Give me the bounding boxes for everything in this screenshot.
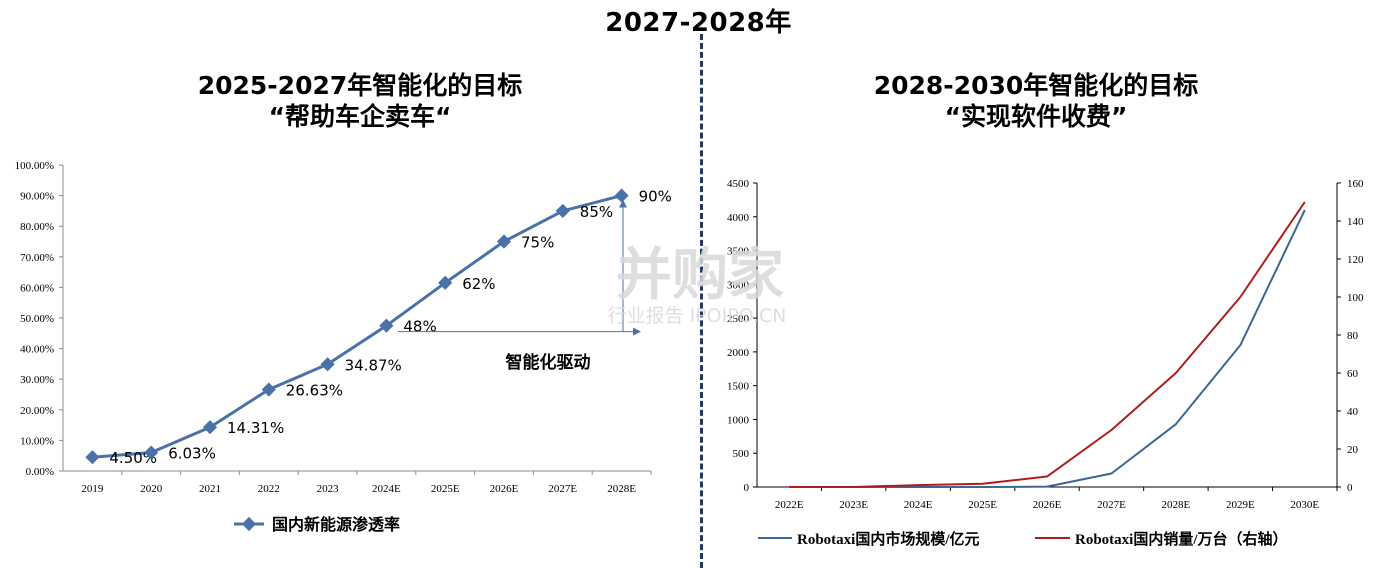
right-left-y-tick-label: 1000 [727,414,750,426]
right-right-y-tick-label: 160 [1347,178,1364,190]
right-left-y-tick-label: 4000 [727,212,750,224]
penetration-point [320,357,335,372]
right-right-y-tick-label: 100 [1347,292,1364,304]
penetration-point [614,188,629,203]
left-y-tick-label: 80.00% [20,221,54,233]
market-size-line [789,209,1306,488]
penetration-data-label: 14.31% [227,419,284,437]
right-left-y-tick-label: 500 [733,448,750,460]
penetration-point [555,203,570,218]
left-x-tick-label: 2027E [548,483,577,495]
left-x-tick-label: 2021 [199,483,221,495]
left-y-tick-label: 10.00% [20,435,54,447]
penetration-data-label: 62% [462,275,495,293]
left-x-tick-label: 2026E [490,483,519,495]
penetration-data-label: 85% [580,203,613,221]
right-right-y-tick-label: 120 [1347,254,1364,266]
watermark-main: 并购家 [616,243,784,308]
right-right-y-tick-label: 20 [1347,444,1359,456]
penetration-point [261,382,276,397]
left-x-tick-label: 2022 [258,483,280,495]
right-left-y-tick-label: 1500 [727,381,750,393]
left-y-tick-label: 70.00% [20,252,54,264]
left-x-tick-label: 2024E [372,483,401,495]
panel-divider [700,34,703,568]
right-legend-label-2: Robotaxi国内销量/万台（右轴） [1075,530,1288,548]
left-y-tick-label: 50.00% [20,313,54,325]
left-x-tick-label: 2025E [431,483,460,495]
left-legend-marker [241,516,257,532]
left-legend-label: 国内新能源渗透率 [272,515,400,534]
penetration-data-label: 75% [521,234,554,252]
sales-volume-line [789,201,1306,488]
left-x-tick-label: 2028E [607,483,636,495]
left-x-tick-label: 2023 [317,483,340,495]
penetration-point [379,318,394,333]
left-y-tick-label: 20.00% [20,405,54,417]
penetration-point [438,275,453,290]
right-x-tick-label: 2029E [1226,499,1255,511]
penetration-point [202,420,218,435]
left-y-tick-label: 60.00% [20,282,54,294]
right-right-y-tick-label: 140 [1347,216,1364,228]
right-x-tick-label: 2026E [1033,499,1062,511]
penetration-point [144,445,159,460]
watermark: 并购家 行业报告 IPOIPO.CN [608,243,787,327]
right-x-tick-label: 2023E [839,499,868,511]
left-x-tick-label: 2020 [140,483,163,495]
right-x-tick-label: 2025E [968,499,997,511]
right-right-y-tick-label: 0 [1347,482,1353,494]
right-x-tick-label: 2028E [1162,499,1191,511]
penetration-data-label: 26.63% [286,382,343,400]
right-left-y-tick-label: 2500 [727,313,750,325]
left-panel-title-line2: “帮助车企卖车“ [268,102,452,131]
right-left-y-tick-label: 2000 [727,347,750,359]
right-x-tick-label: 2022E [775,499,804,511]
left-y-tick-label: 30.00% [20,374,54,386]
penetration-chart: 0.00% 10.00% 20.00% 30.00% 40.00% 50.00% 60.00… [15,160,672,534]
right-x-tick-label: 2024E [904,499,933,511]
right-legend-label-1: Robotaxi国内市场规模/亿元 [797,530,980,548]
left-panel-title: 2025-2027年智能化的目标 “帮助车企卖车“ [80,70,640,132]
right-x-tick-label: 2030E [1290,499,1319,511]
right-right-y-tick-label: 80 [1347,330,1359,342]
robotaxi-chart: 0 500 1000 1500 2000 2500 3000 3500 4000 4500 0 20 4… [727,178,1364,548]
left-y-tick-label: 40.00% [20,344,54,356]
penetration-data-label: 4.50% [109,449,157,467]
penetration-data-label: 34.87% [345,356,402,374]
right-right-y-tick-label: 40 [1347,406,1359,418]
penetration-data-label: 48% [403,318,436,336]
right-right-y-tick-label: 60 [1347,368,1359,380]
right-left-y-tick-label: 0 [744,482,750,494]
penetration-data-label: 6.03% [168,445,216,463]
right-left-y-tick-label: 3000 [727,279,750,291]
right-x-tick-label: 2027E [1097,499,1126,511]
right-left-y-tick-label: 3500 [727,246,750,258]
right-left-y-tick-label: 4500 [727,178,750,190]
left-y-tick-label: 90.00% [20,191,54,203]
right-panel-title-line2: “实现软件收费” [944,102,1128,131]
penetration-line [92,194,622,459]
right-panel-title: 2028-2030年智能化的目标 “实现软件收费” [736,70,1336,132]
penetration-data-label: 90% [639,188,672,206]
left-panel-title-line1: 2025-2027年智能化的目标 [197,71,523,100]
watermark-sub: 行业报告 IPOIPO.CN [608,305,787,327]
right-panel-title-line1: 2028-2030年智能化的目标 [873,71,1199,100]
annotation-label: 智能化驱动 [506,352,591,373]
left-y-tick-label: 0.00% [26,466,54,478]
penetration-point [496,234,512,249]
penetration-point [85,450,100,465]
page-title: 2027-2028年 [605,8,792,38]
left-y-tick-label: 100.00% [15,160,54,172]
left-x-tick-label: 2019 [81,483,104,495]
